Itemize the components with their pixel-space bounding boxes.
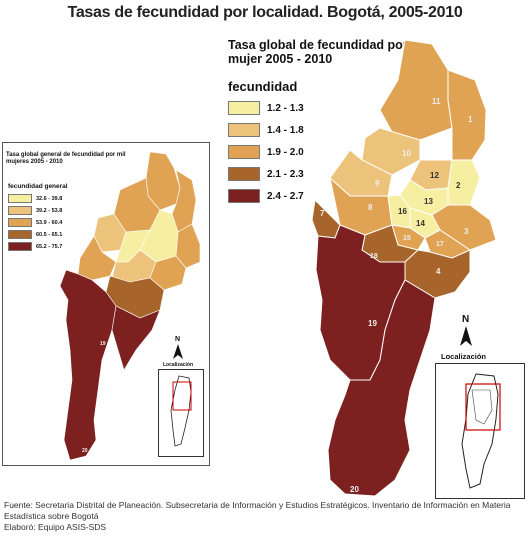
legend-swatch [228, 123, 260, 137]
map-label: 2 [456, 181, 461, 190]
map-label: 9 [375, 179, 380, 188]
district-20 [327, 279, 436, 497]
locator-inset [158, 369, 204, 457]
legend-swatch [8, 194, 32, 203]
locator-map [461, 373, 501, 489]
district-1 [447, 69, 487, 161]
legend-label: 2.4 - 2.7 [267, 190, 304, 202]
legend-swatch [228, 167, 260, 181]
locator-map [170, 375, 192, 447]
legend-label: 1.2 - 1.3 [267, 102, 304, 114]
legend-swatch [228, 101, 260, 115]
map-label: 8 [368, 203, 373, 212]
map-label: 11 [432, 97, 441, 106]
legend-label: 1.4 - 1.8 [267, 124, 304, 136]
district-3 [431, 204, 497, 251]
map-label: 13 [424, 197, 433, 206]
north-label: N [175, 336, 181, 343]
large-legend-item: 1.9 - 2.0 [228, 145, 304, 159]
map-label: 19 [368, 319, 377, 328]
map-label: 14 [416, 219, 425, 228]
source-line: Fuente: Secretaria Distrital de Planeaci… [4, 500, 511, 521]
map-label: 18 [370, 253, 378, 260]
map-label: 20 [350, 485, 359, 494]
legend-swatch [8, 206, 32, 215]
map-label: 17 [436, 241, 444, 248]
source-footer: Fuente: Secretaria Distrital de Planeaci… [4, 500, 526, 533]
small-legend-item: 32.6 - 39.8 [8, 194, 62, 203]
map-label: 15 [403, 235, 411, 242]
large-legend-item: 2.4 - 2.7 [228, 189, 304, 203]
large-legend-title: Tasa global de fecundidad por mujer 2005… [228, 38, 408, 66]
legend-label: 39.2 - 53.8 [36, 207, 63, 214]
map-label: 1 [468, 115, 473, 124]
small-map: 19 20 [59, 151, 201, 461]
large-legend-item: 2.1 - 2.3 [228, 167, 304, 181]
legend-label: 1.9 - 2.0 [267, 146, 304, 158]
page-title: Tasas de fecundidad por localidad. Bogot… [67, 4, 463, 21]
large-legend-header: fecundidad [228, 79, 298, 94]
north-arrow-icon [460, 326, 472, 346]
map-label: 19 [100, 341, 106, 347]
legend-swatch [228, 145, 260, 159]
locator-label: Localización [441, 352, 487, 361]
legend-label: 65.2 - 75.7 [36, 243, 63, 250]
district-2 [447, 159, 481, 206]
legend-label: 53.9 - 60.4 [36, 219, 63, 226]
map-label: 20 [82, 448, 88, 454]
credit-line: Elaboró: Equipo ASIS-SDS [4, 522, 107, 532]
map-label: 12 [430, 171, 439, 180]
legend-swatch [8, 230, 32, 239]
small-legend-item: 39.2 - 53.8 [8, 206, 62, 215]
legend-swatch [8, 218, 32, 227]
map-label: 7 [320, 209, 325, 218]
small-legend-header: fecundidad general [8, 183, 68, 190]
map-label: 4 [436, 267, 441, 276]
legend-label: 60.5 - 65.1 [36, 231, 63, 238]
legend-swatch [228, 189, 260, 203]
map-label: 10 [402, 149, 411, 158]
legend-label: 2.1 - 2.3 [267, 168, 304, 180]
small-legend-item: 53.9 - 60.4 [8, 218, 62, 227]
small-legend-item: 65.2 - 75.7 [8, 242, 62, 251]
legend-swatch [8, 242, 32, 251]
large-legend-item: 1.4 - 1.8 [228, 123, 304, 137]
small-legend-item: 60.5 - 65.1 [8, 230, 62, 239]
map-label: 16 [398, 207, 407, 216]
legend-label: 32.6 - 39.8 [36, 195, 63, 202]
locator-inset [435, 363, 525, 499]
locator-label: Localización [163, 362, 194, 368]
district-11 [379, 39, 453, 141]
north-arrow-icon [173, 344, 183, 359]
map-label: 3 [464, 227, 469, 236]
north-label: N [462, 314, 470, 325]
large-legend-item: 1.2 - 1.3 [228, 101, 304, 115]
small-legend-title: Tasa global general de fecundidad por mi… [6, 152, 126, 165]
